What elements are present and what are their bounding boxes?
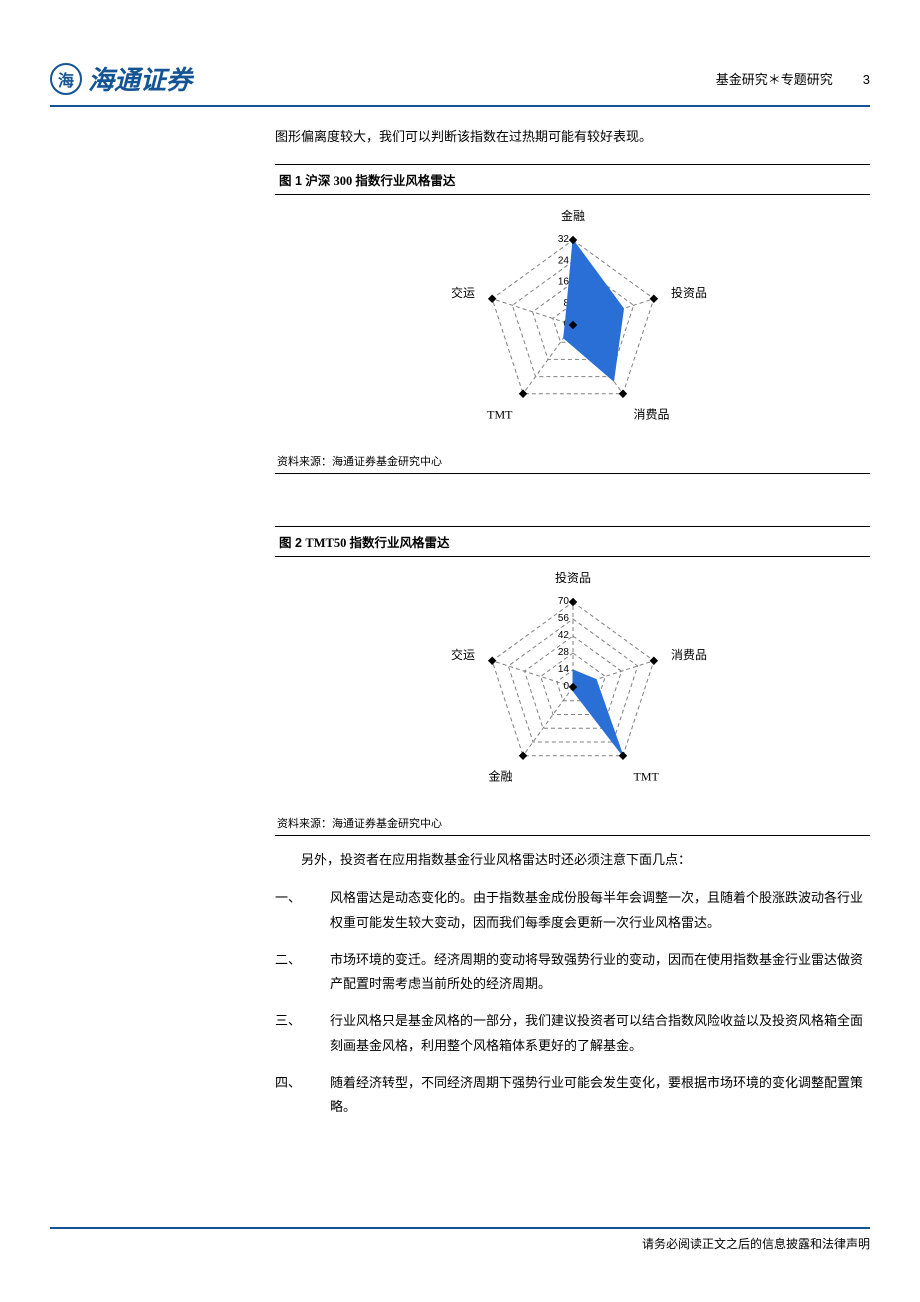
svg-text:16: 16 <box>557 276 569 287</box>
list-item-number: 一、 <box>275 886 330 935</box>
logo-text: 海通证券 <box>88 60 192 97</box>
figure-2-chart: 0 14 28 42 56 70 投资品消费品 TMT 金融 交运 <box>275 557 870 807</box>
figure-1-chart: 08162432金融投资品消费品TMT交运 <box>275 195 870 445</box>
list-item-text: 市场环境的变迁。经济周期的变动将导致强势行业的变动，因而在使用指数基金行业雷达做… <box>330 948 870 997</box>
figure-2-prefix: 图 2 <box>279 536 305 550</box>
logo-mark-icon: 海 <box>50 63 82 95</box>
svg-text:24: 24 <box>557 255 569 266</box>
svg-text:14: 14 <box>557 664 569 675</box>
svg-text:32: 32 <box>557 234 569 245</box>
list-item: 一、风格雷达是动态变化的。由于指数基金成份股每半年会调整一次，且随着个股涨跌波动… <box>275 886 870 935</box>
list-item-text: 行业风格只是基金风格的一部分，我们建议投资者可以结合指数风险收益以及投资风格箱全… <box>330 1009 870 1058</box>
svg-text:投资品: 投资品 <box>554 570 590 585</box>
svg-text:交运: 交运 <box>451 285 475 300</box>
svg-text:TMT: TMT <box>633 769 659 783</box>
header-category: 基金研究＊专题研究 <box>716 69 833 88</box>
list-item: 二、市场环境的变迁。经济周期的变动将导致强势行业的变动，因而在使用指数基金行业雷… <box>275 948 870 997</box>
page-number: 3 <box>863 72 870 87</box>
figure-1-source: 资料来源：海通证券基金研究中心 <box>275 449 870 474</box>
figure-2-caption: 图 2 TMT50 指数行业风格雷达 <box>275 526 870 557</box>
svg-text:70: 70 <box>557 596 569 607</box>
figure-2-source: 资料来源：海通证券基金研究中心 <box>275 811 870 836</box>
page-header: 海 海通证券 基金研究＊专题研究 3 <box>50 60 870 107</box>
svg-text:交运: 交运 <box>451 647 475 662</box>
list-item-text: 随着经济转型，不同经济周期下强势行业可能会发生变化，要根据市场环境的变化调整配置… <box>330 1071 870 1120</box>
svg-text:56: 56 <box>557 613 569 624</box>
intro-text: 图形偏离度较大，我们可以判断该指数在过热期可能有较好表现。 <box>275 125 870 150</box>
body-paragraph: 另外，投资者在应用指数基金行业风格雷达时还必须注意下面几点： <box>275 848 870 873</box>
figure-2-title: TMT50 指数行业风格雷达 <box>305 536 449 550</box>
figure-2: 图 2 TMT50 指数行业风格雷达 0 14 28 42 56 70 投资品消费品 TMT 金… <box>275 526 870 836</box>
figure-1-caption: 图 1 沪深 300 指数行业风格雷达 <box>275 164 870 195</box>
footer-text: 请务必阅读正文之后的信息披露和法律声明 <box>642 1237 870 1251</box>
list-item-number: 四、 <box>275 1071 330 1120</box>
svg-text:投资品: 投资品 <box>670 285 706 300</box>
list-item-text: 风格雷达是动态变化的。由于指数基金成份股每半年会调整一次，且随着个股涨跌波动各行… <box>330 886 870 935</box>
figure-1: 图 1 沪深 300 指数行业风格雷达 08162432金融投资品消费品TMT交… <box>275 164 870 474</box>
list-item: 三、行业风格只是基金风格的一部分，我们建议投资者可以结合指数风险收益以及投资风格… <box>275 1009 870 1058</box>
svg-text:消费品: 消费品 <box>670 648 706 662</box>
list-item-number: 三、 <box>275 1009 330 1058</box>
page-footer: 请务必阅读正文之后的信息披露和法律声明 <box>50 1227 870 1252</box>
header-right: 基金研究＊专题研究 3 <box>716 69 870 88</box>
svg-text:金融: 金融 <box>488 768 512 783</box>
list-item-number: 二、 <box>275 948 330 997</box>
svg-text:金融: 金融 <box>560 208 584 223</box>
svg-text:0: 0 <box>563 681 569 692</box>
figure-1-prefix: 图 1 <box>279 174 305 188</box>
svg-text:TMT: TMT <box>487 407 513 421</box>
svg-text:42: 42 <box>557 630 569 641</box>
main-content: 图形偏离度较大，我们可以判断该指数在过热期可能有较好表现。 图 1 沪深 300… <box>275 125 870 1120</box>
brand-logo: 海 海通证券 <box>50 60 192 97</box>
svg-text:消费品: 消费品 <box>633 407 669 421</box>
list-item: 四、随着经济转型，不同经济周期下强势行业可能会发生变化，要根据市场环境的变化调整… <box>275 1071 870 1120</box>
figure-1-title: 沪深 300 指数行业风格雷达 <box>305 174 455 188</box>
radar-chart-1: 08162432金融投资品消费品TMT交运 <box>403 205 743 445</box>
radar-chart-2: 0 14 28 42 56 70 投资品消费品 TMT 金融 交运 <box>403 567 743 807</box>
svg-text:28: 28 <box>557 647 569 658</box>
numbered-list: 一、风格雷达是动态变化的。由于指数基金成份股每半年会调整一次，且随着个股涨跌波动… <box>275 886 870 1120</box>
